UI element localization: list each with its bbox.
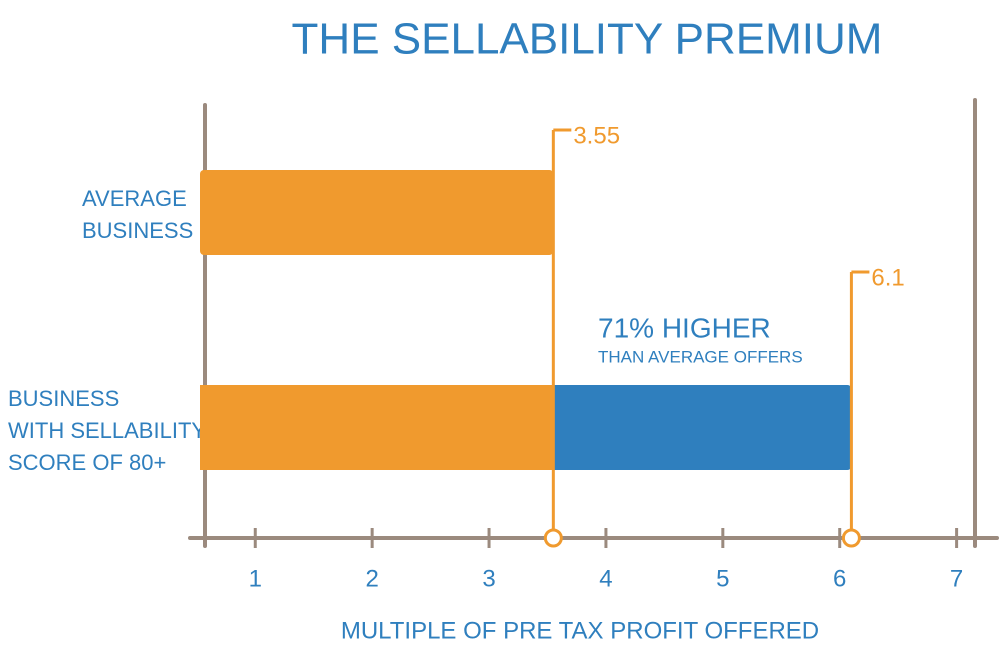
x-tick-label: 6 xyxy=(833,565,846,592)
value-label: 3.55 xyxy=(573,122,620,149)
x-tick-label: 5 xyxy=(716,565,729,592)
bar xyxy=(200,170,554,255)
category-label: SCORE OF 80+ xyxy=(8,450,166,475)
annotation: 71% HIGHER xyxy=(598,312,771,343)
x-tick-label: 4 xyxy=(599,565,612,592)
category-label: BUSINESS xyxy=(82,218,193,243)
bar-baseline-part xyxy=(200,385,554,470)
value-marker-dot xyxy=(543,528,563,548)
x-tick-label: 2 xyxy=(365,565,378,592)
category-label: BUSINESS xyxy=(8,386,119,411)
x-tick-label: 1 xyxy=(249,565,262,592)
category-label: AVERAGE xyxy=(82,186,187,211)
x-axis-label: MULTIPLE OF PRE TAX PROFIT OFFERED xyxy=(341,617,819,644)
annotation-subtext: THAN AVERAGE OFFERS xyxy=(598,347,803,366)
x-tick-label: 7 xyxy=(950,565,963,592)
category-label: WITH SELLABILITY xyxy=(8,418,206,443)
x-tick-label: 3 xyxy=(482,565,495,592)
chart-title: THE SELLABILITY PREMIUM xyxy=(292,15,883,64)
value-marker-dot xyxy=(841,528,861,548)
value-label: 6.1 xyxy=(871,264,904,291)
